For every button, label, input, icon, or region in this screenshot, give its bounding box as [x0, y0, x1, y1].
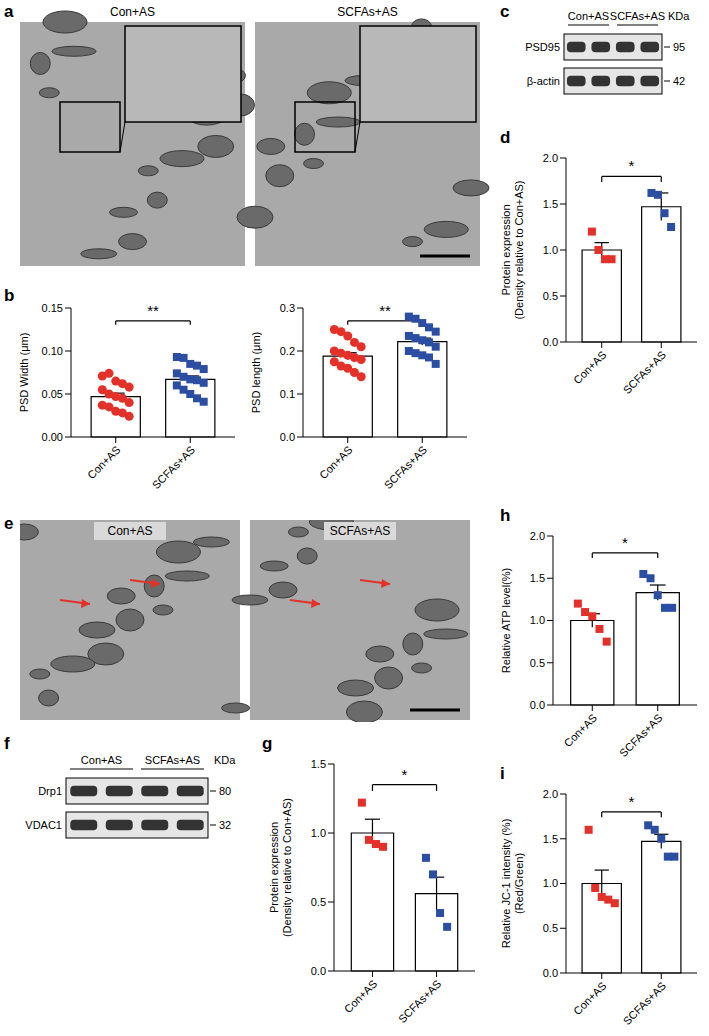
svg-text:*: *	[629, 157, 635, 174]
svg-text:0.5: 0.5	[311, 896, 326, 908]
svg-text:SCFAs+AS: SCFAs+AS	[150, 443, 198, 491]
svg-text:(Red/Green): (Red/Green)	[513, 853, 525, 914]
svg-text:*: *	[622, 534, 628, 551]
svg-text:SCFAs+AS: SCFAs+AS	[610, 10, 665, 22]
svg-text:(Density relative to Con+AS): (Density relative to Con+AS)	[513, 180, 525, 319]
svg-text:Drp1: Drp1	[38, 785, 62, 797]
svg-text:PSD Width (μm): PSD Width (μm)	[18, 333, 30, 413]
svg-text:95: 95	[673, 41, 685, 53]
svg-text:β-actin: β-actin	[527, 75, 560, 87]
svg-text:PSD95: PSD95	[525, 41, 560, 53]
svg-text:1.0: 1.0	[543, 244, 558, 256]
svg-text:**: **	[379, 302, 391, 319]
svg-text:Con+AS: Con+AS	[342, 977, 380, 1015]
svg-text:0.0: 0.0	[280, 431, 295, 443]
svg-text:Protein expression: Protein expression	[500, 204, 512, 295]
svg-text:2.0: 2.0	[530, 530, 545, 542]
svg-text:SCFAs+AS: SCFAs+AS	[330, 524, 390, 538]
html-text:i: i	[500, 764, 505, 783]
svg-text:KDa: KDa	[668, 10, 690, 22]
svg-text:Relative JC-1 intensity (%): Relative JC-1 intensity (%)	[500, 819, 512, 949]
svg-text:2.0: 2.0	[543, 152, 558, 164]
svg-text:(Density relative to Con+AS): (Density relative to Con+AS)	[281, 798, 293, 937]
svg-text:Con+AS: Con+AS	[568, 10, 609, 22]
svg-text:Con+AS: Con+AS	[571, 979, 609, 1017]
svg-text:0.10: 0.10	[42, 345, 63, 357]
svg-text:1.0: 1.0	[311, 827, 326, 839]
html-text:d: d	[500, 128, 511, 147]
html-text:e: e	[4, 514, 14, 533]
svg-text:Con+AS: Con+AS	[317, 443, 355, 481]
svg-text:Con+AS: Con+AS	[81, 754, 122, 766]
svg-text:0.15: 0.15	[42, 302, 63, 314]
svg-text:1.0: 1.0	[543, 877, 558, 889]
svg-text:0.5: 0.5	[543, 922, 558, 934]
svg-text:1.5: 1.5	[311, 758, 326, 770]
svg-text:PSD length (μm): PSD length (μm)	[250, 332, 262, 414]
svg-text:SCFAs+AS: SCFAs+AS	[621, 979, 669, 1027]
svg-text:0.0: 0.0	[543, 967, 558, 979]
svg-text:Relative ATP level(%): Relative ATP level(%)	[500, 568, 512, 673]
svg-text:0.3: 0.3	[280, 302, 295, 314]
svg-text:0.0: 0.0	[543, 336, 558, 348]
svg-text:1.0: 1.0	[530, 614, 545, 626]
svg-text:0.05: 0.05	[42, 388, 63, 400]
svg-text:1.5: 1.5	[543, 198, 558, 210]
svg-text:SCFAs+AS: SCFAs+AS	[337, 5, 397, 19]
svg-text:KDa: KDa	[214, 754, 236, 766]
svg-text:**: **	[147, 302, 159, 319]
svg-text:0.2: 0.2	[280, 345, 295, 357]
svg-text:0.5: 0.5	[543, 290, 558, 302]
svg-text:1.5: 1.5	[543, 833, 558, 845]
html-text:f: f	[4, 734, 10, 753]
svg-text:*: *	[629, 793, 635, 810]
svg-text:32: 32	[219, 819, 231, 831]
svg-text:Protein expression: Protein expression	[268, 822, 280, 913]
svg-text:*: *	[402, 766, 408, 783]
svg-text:Con+AS: Con+AS	[562, 711, 600, 749]
svg-text:0.0: 0.0	[311, 965, 326, 977]
svg-text:SCFAs+AS: SCFAs+AS	[617, 711, 665, 759]
svg-text:1.5: 1.5	[530, 572, 545, 584]
svg-text:42: 42	[673, 75, 685, 87]
svg-text:Con+AS: Con+AS	[110, 5, 155, 19]
svg-text:SCFAs+AS: SCFAs+AS	[396, 977, 444, 1025]
html-text:a: a	[4, 2, 14, 21]
html-text:g: g	[262, 734, 273, 753]
svg-text:Con+AS: Con+AS	[85, 443, 123, 481]
svg-text:0.5: 0.5	[530, 657, 545, 669]
html-text:c: c	[500, 2, 510, 21]
svg-text:SCFAs+AS: SCFAs+AS	[621, 348, 669, 396]
svg-text:0.0: 0.0	[530, 699, 545, 711]
html-text:b: b	[4, 286, 15, 305]
svg-text:2.0: 2.0	[543, 788, 558, 800]
svg-text:SCFAs+AS: SCFAs+AS	[145, 754, 200, 766]
html-text:h: h	[500, 506, 511, 525]
svg-text:SCFAs+AS: SCFAs+AS	[382, 443, 430, 491]
svg-text:0.1: 0.1	[280, 388, 295, 400]
svg-text:Con+AS: Con+AS	[107, 524, 152, 538]
svg-text:VDAC1: VDAC1	[25, 819, 62, 831]
svg-text:0.00: 0.00	[42, 431, 63, 443]
svg-text:Con+AS: Con+AS	[571, 348, 609, 386]
svg-text:80: 80	[219, 785, 231, 797]
